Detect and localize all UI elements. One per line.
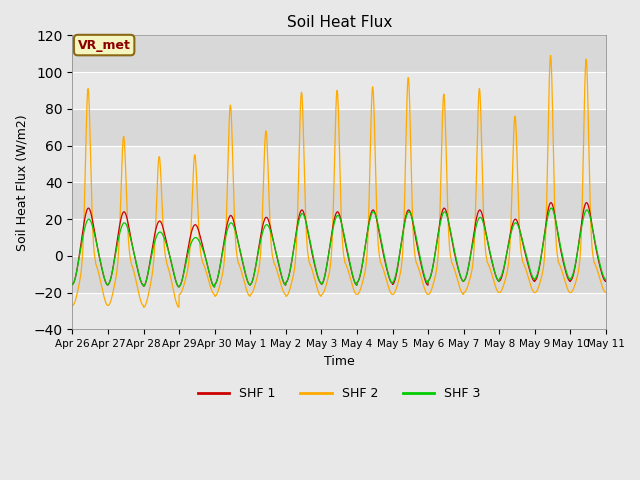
Bar xyxy=(72,219,606,256)
Bar xyxy=(72,145,606,182)
Bar xyxy=(72,256,606,293)
Y-axis label: Soil Heat Flux (W/m2): Soil Heat Flux (W/m2) xyxy=(15,114,28,251)
X-axis label: Time: Time xyxy=(324,355,355,368)
Bar xyxy=(72,36,606,72)
Bar xyxy=(72,72,606,109)
Bar xyxy=(72,182,606,219)
Title: Soil Heat Flux: Soil Heat Flux xyxy=(287,15,392,30)
Bar xyxy=(72,109,606,145)
Bar xyxy=(72,293,606,329)
Text: VR_met: VR_met xyxy=(77,38,131,51)
Legend: SHF 1, SHF 2, SHF 3: SHF 1, SHF 2, SHF 3 xyxy=(193,383,486,406)
